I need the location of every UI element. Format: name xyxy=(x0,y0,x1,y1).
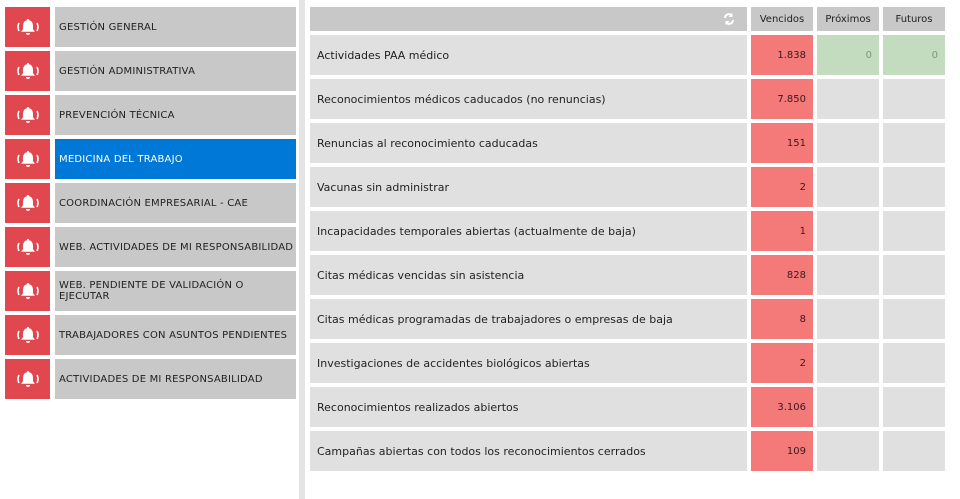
vencidos-cell[interactable]: 828 xyxy=(751,255,813,295)
splitter[interactable] xyxy=(299,0,305,499)
row-label[interactable]: Vacunas sin administrar xyxy=(310,167,747,207)
row-label[interactable]: Campañas abiertas con todos los reconoci… xyxy=(310,431,747,471)
table-header-label xyxy=(310,7,747,31)
sidebar-item-label[interactable]: WEB. PENDIENTE DE VALIDACIÓN O EJECUTAR xyxy=(55,271,296,311)
sidebar-item[interactable]: MEDICINA DEL TRABAJO xyxy=(5,139,296,179)
futuros-cell[interactable]: 0 xyxy=(883,35,945,75)
row-label[interactable]: Citas médicas vencidas sin asistencia xyxy=(310,255,747,295)
bell-ringing-icon xyxy=(5,227,50,267)
sidebar-item[interactable]: COORDINACIÓN EMPRESARIAL - CAE xyxy=(5,183,296,223)
bell-ringing-icon xyxy=(5,7,50,47)
bell-ringing-icon xyxy=(5,359,50,399)
column-proximos[interactable]: Próximos xyxy=(817,7,879,31)
proximos-cell[interactable] xyxy=(817,255,879,295)
sidebar-item-label[interactable]: GESTIÓN GENERAL xyxy=(55,7,296,47)
vencidos-cell[interactable]: 7.850 xyxy=(751,79,813,119)
vencidos-cell[interactable]: 1 xyxy=(751,211,813,251)
sidebar-item-label[interactable]: COORDINACIÓN EMPRESARIAL - CAE xyxy=(55,183,296,223)
futuros-cell[interactable] xyxy=(883,255,945,295)
row-label[interactable]: Renuncias al reconocimiento caducadas xyxy=(310,123,747,163)
vencidos-cell[interactable]: 2 xyxy=(751,167,813,207)
sidebar-item[interactable]: PREVENCIÓN TÉCNICA xyxy=(5,95,296,135)
sidebar-item-label[interactable]: PREVENCIÓN TÉCNICA xyxy=(55,95,296,135)
proximos-cell[interactable] xyxy=(817,167,879,207)
futuros-cell[interactable] xyxy=(883,387,945,427)
proximos-cell[interactable] xyxy=(817,387,879,427)
bell-ringing-icon xyxy=(5,183,50,223)
alerts-table: Vencidos Próximos Futuros Actividades PA… xyxy=(305,0,960,499)
sidebar-item-label[interactable]: WEB. ACTIVIDADES DE MI RESPONSABILIDAD xyxy=(55,227,296,267)
proximos-cell[interactable]: 0 xyxy=(817,35,879,75)
proximos-cell[interactable] xyxy=(817,343,879,383)
row-label[interactable]: Incapacidades temporales abiertas (actua… xyxy=(310,211,747,251)
proximos-cell[interactable] xyxy=(817,211,879,251)
vencidos-cell[interactable]: 3.106 xyxy=(751,387,813,427)
sidebar-item-label[interactable]: ACTIVIDADES DE MI RESPONSABILIDAD xyxy=(55,359,296,399)
futuros-cell[interactable] xyxy=(883,299,945,339)
vencidos-cell[interactable]: 1.838 xyxy=(751,35,813,75)
column-vencidos[interactable]: Vencidos xyxy=(751,7,813,31)
sidebar-item[interactable]: TRABAJADORES CON ASUNTOS PENDIENTES xyxy=(5,315,296,355)
futuros-cell[interactable] xyxy=(883,79,945,119)
vencidos-cell[interactable]: 109 xyxy=(751,431,813,471)
bell-ringing-icon xyxy=(5,315,50,355)
sidebar-item-label[interactable]: MEDICINA DEL TRABAJO xyxy=(55,139,296,179)
futuros-cell[interactable] xyxy=(883,343,945,383)
sidebar-item[interactable]: GESTIÓN GENERAL xyxy=(5,7,296,47)
proximos-cell[interactable] xyxy=(817,299,879,339)
futuros-cell[interactable] xyxy=(883,123,945,163)
proximos-cell[interactable] xyxy=(817,123,879,163)
row-label[interactable]: Reconocimientos médicos caducados (no re… xyxy=(310,79,747,119)
sidebar-item[interactable]: WEB. ACTIVIDADES DE MI RESPONSABILIDAD xyxy=(5,227,296,267)
refresh-icon[interactable] xyxy=(723,13,735,25)
bell-ringing-icon xyxy=(5,95,50,135)
sidebar-item[interactable]: ACTIVIDADES DE MI RESPONSABILIDAD xyxy=(5,359,296,399)
sidebar-item[interactable]: GESTIÓN ADMINISTRATIVA xyxy=(5,51,296,91)
proximos-cell[interactable] xyxy=(817,79,879,119)
bell-ringing-icon xyxy=(5,51,50,91)
sidebar-item[interactable]: WEB. PENDIENTE DE VALIDACIÓN O EJECUTAR xyxy=(5,271,296,311)
row-label[interactable]: Actividades PAA médico xyxy=(310,35,747,75)
futuros-cell[interactable] xyxy=(883,211,945,251)
vencidos-cell[interactable]: 8 xyxy=(751,299,813,339)
bell-ringing-icon xyxy=(5,271,50,311)
row-label[interactable]: Investigaciones de accidentes biológicos… xyxy=(310,343,747,383)
vencidos-cell[interactable]: 151 xyxy=(751,123,813,163)
futuros-cell[interactable] xyxy=(883,167,945,207)
row-label[interactable]: Citas médicas programadas de trabajadore… xyxy=(310,299,747,339)
proximos-cell[interactable] xyxy=(817,431,879,471)
sidebar-item-label[interactable]: GESTIÓN ADMINISTRATIVA xyxy=(55,51,296,91)
row-label[interactable]: Reconocimientos realizados abiertos xyxy=(310,387,747,427)
sidebar-item-label[interactable]: TRABAJADORES CON ASUNTOS PENDIENTES xyxy=(55,315,296,355)
futuros-cell[interactable] xyxy=(883,431,945,471)
column-futuros[interactable]: Futuros xyxy=(883,7,945,31)
sidebar: GESTIÓN GENERAL GESTIÓN ADMINISTRATIVA PRE… xyxy=(0,0,300,499)
vencidos-cell[interactable]: 2 xyxy=(751,343,813,383)
bell-ringing-icon xyxy=(5,139,50,179)
